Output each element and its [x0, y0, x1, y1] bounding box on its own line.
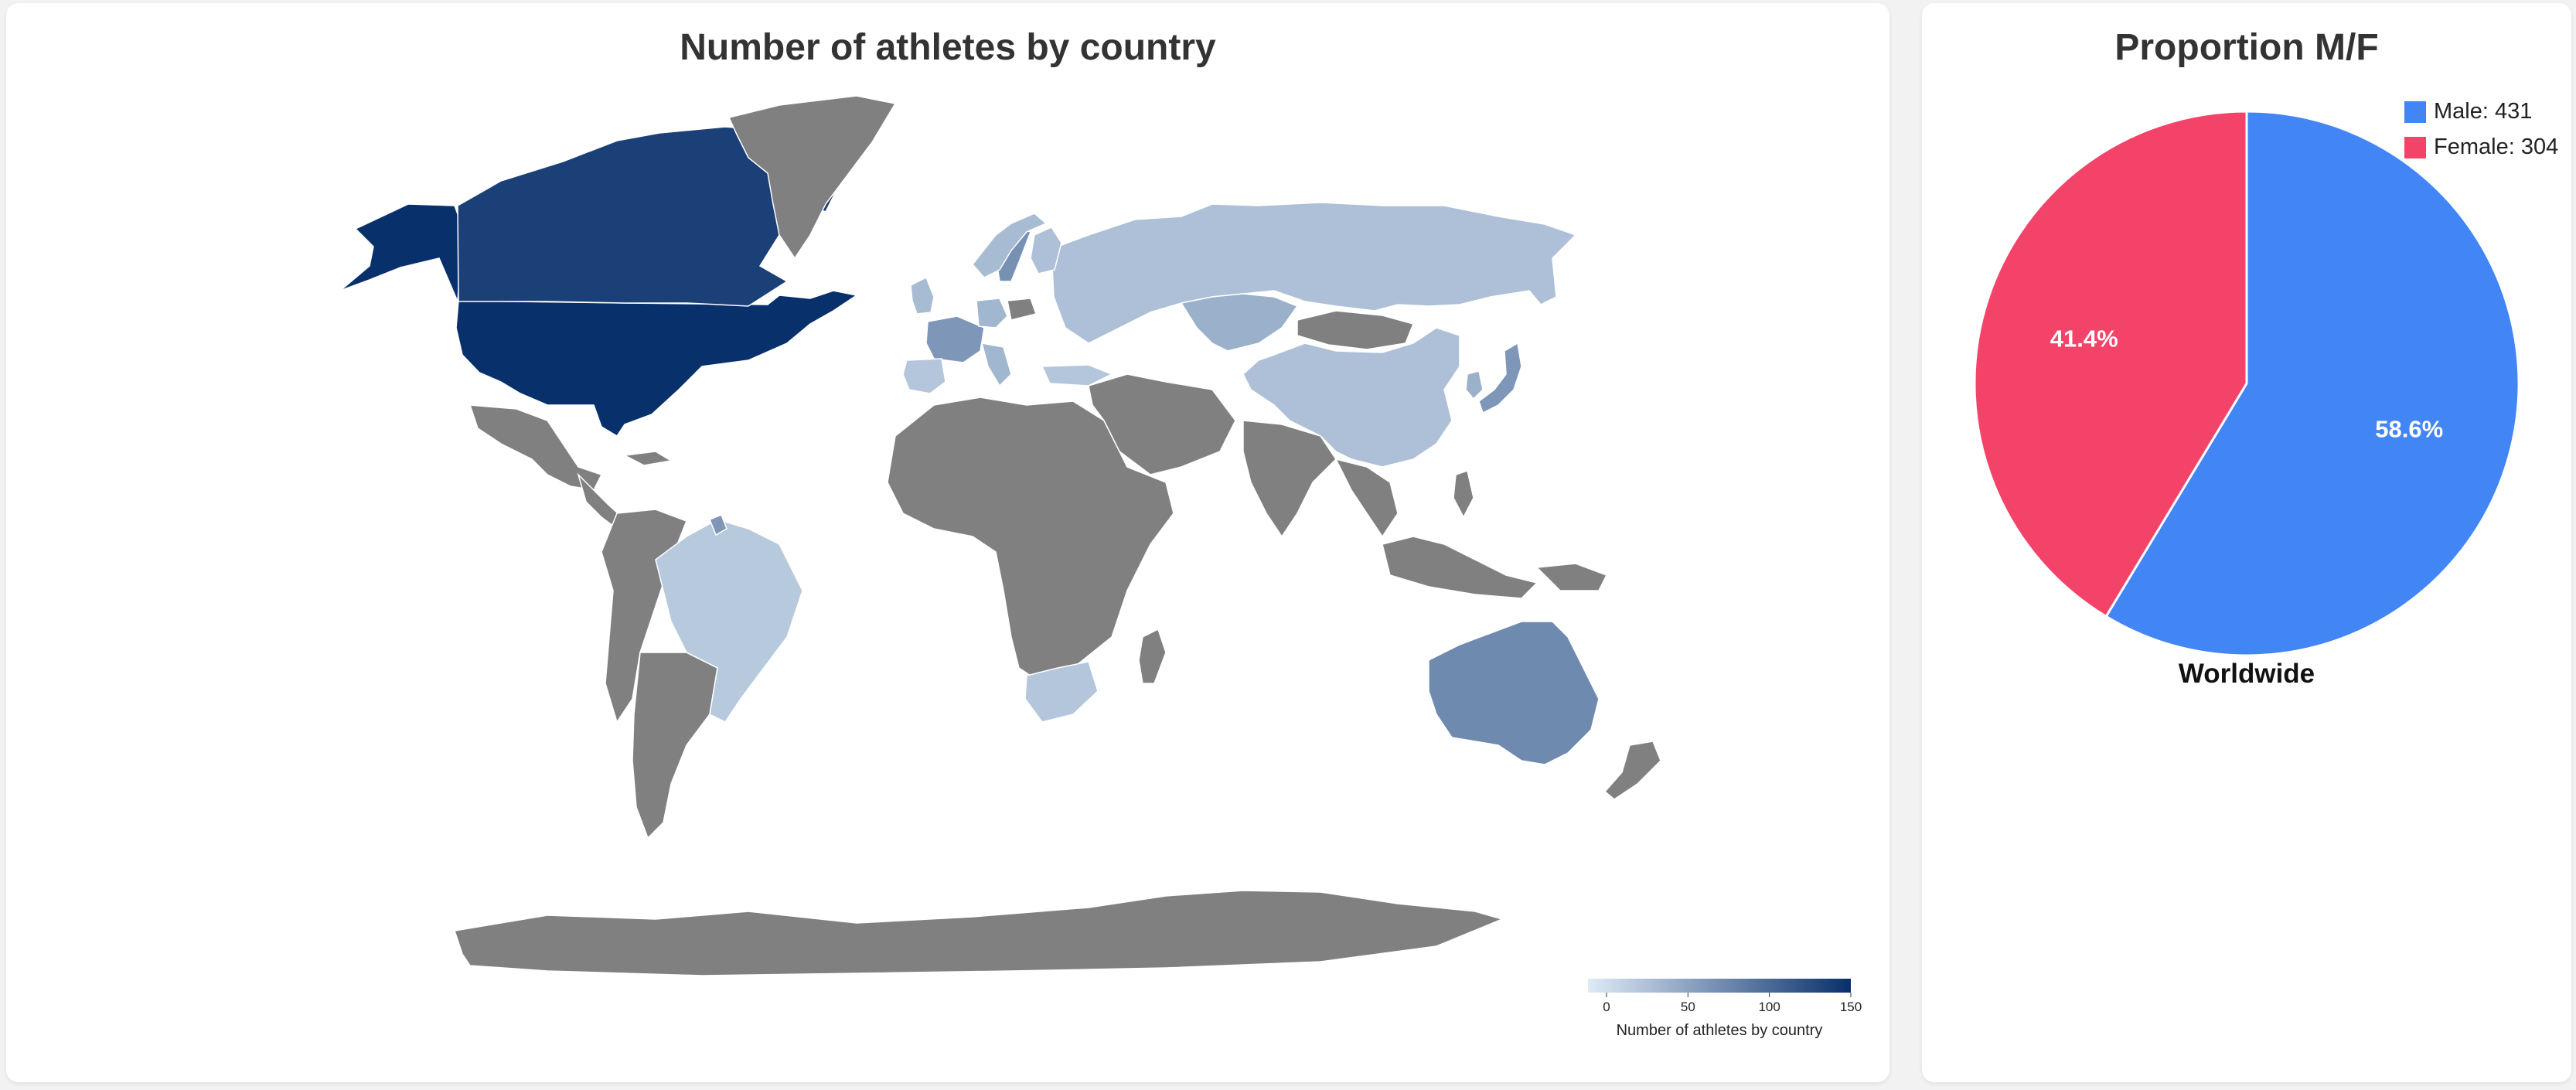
legend-tick-label: 100 [1758, 1000, 1780, 1014]
region-united-kingdom[interactable] [910, 276, 935, 315]
region-russia[interactable] [1051, 202, 1577, 344]
map-title: Number of athletes by country [680, 27, 1216, 68]
region-norway[interactable] [972, 213, 1048, 278]
pie-label-male: 58.6% [2375, 416, 2443, 443]
pie-chart: 58.6% 41.4% [1973, 110, 2520, 657]
region-china[interactable] [1242, 327, 1460, 468]
map-color-legend: 0 50 100 150 Number of athletes by country [1588, 979, 1862, 1039]
legend-label-male: Male: 431 [2434, 99, 2533, 124]
region-spain[interactable] [902, 358, 946, 394]
region-argentina-chile[interactable] [632, 652, 718, 840]
region-antarctica[interactable] [454, 890, 1504, 976]
legend-title: Number of athletes by country [1617, 1022, 1823, 1039]
region-poland[interactable] [1007, 298, 1037, 321]
region-kazakhstan[interactable] [1180, 293, 1299, 352]
legend-tick-label: 50 [1681, 1000, 1695, 1014]
region-south-africa[interactable] [1024, 661, 1099, 723]
world-map: 0 50 100 150 Number of athletes by country [339, 95, 1862, 1039]
legend-tick-label: 150 [1840, 1000, 1862, 1014]
region-new-zealand[interactable] [1603, 741, 1661, 800]
legend-tick-label: 0 [1603, 1000, 1610, 1014]
region-brazil[interactable] [655, 519, 803, 723]
region-papua-new-guinea[interactable] [1535, 563, 1608, 591]
legend-item-male[interactable]: Male: 431 [2404, 99, 2532, 124]
region-germany[interactable] [976, 298, 1008, 329]
region-africa[interactable] [887, 397, 1174, 684]
legend-item-female[interactable]: Female: 304 [2404, 135, 2558, 160]
region-mongolia[interactable] [1297, 310, 1415, 350]
region-middle-east[interactable] [1088, 373, 1236, 475]
region-alaska[interactable] [339, 203, 463, 302]
legend-swatch-male [2404, 100, 2426, 123]
legend-swatch-female [2404, 136, 2426, 158]
pie-slice-male[interactable] [2104, 110, 2520, 657]
region-australia[interactable] [1428, 621, 1600, 765]
region-greenland[interactable] [727, 95, 897, 260]
region-united-states[interactable] [455, 290, 858, 438]
pie-subtitle: Worldwide [2178, 659, 2315, 689]
region-india[interactable] [1242, 420, 1337, 538]
region-guyana[interactable] [709, 514, 727, 536]
legend-ticks: 0 50 100 150 [1603, 993, 1862, 1014]
pie-label-female: 41.4% [2050, 325, 2118, 352]
pie-slices: 58.6% 41.4% [1973, 110, 2520, 657]
pie-title: Proportion M/F [2114, 27, 2379, 68]
map-regions [339, 95, 1661, 976]
map-panel: Number of athletes by country 0 50 100 150 … [6, 3, 1889, 1082]
region-philippines[interactable] [1453, 470, 1474, 519]
legend-label-female: Female: 304 [2434, 135, 2559, 159]
region-italy[interactable] [980, 342, 1012, 387]
pie-slice-female[interactable] [1973, 110, 2248, 618]
region-turkey[interactable] [1041, 364, 1113, 387]
region-korea[interactable] [1465, 370, 1484, 400]
region-southeast-asia[interactable] [1334, 458, 1399, 538]
region-cuba[interactable] [622, 451, 673, 466]
region-japan[interactable] [1478, 342, 1522, 414]
region-madagascar[interactable] [1138, 628, 1167, 684]
region-indonesia[interactable] [1382, 536, 1538, 599]
pie-panel: Proportion M/F 58.6% 41.4% Male: 431 Fema… [1922, 3, 2571, 1082]
region-finland[interactable] [1030, 227, 1062, 274]
legend-gradient-bar [1588, 979, 1851, 993]
region-france[interactable] [925, 315, 985, 363]
